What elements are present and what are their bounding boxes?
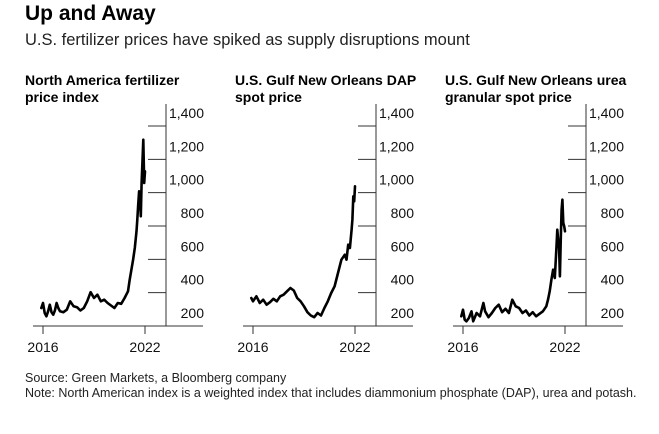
panel-title-line: price index [25,89,99,105]
y-tick-label: 200 [391,305,415,321]
y-tick-label: 1,000 [379,172,414,188]
y-tick-label: 1,400 [169,105,204,121]
chart-title: Up and Away [25,2,156,25]
y-tick-label: 600 [181,238,205,254]
y-tick-label: 600 [391,238,415,254]
x-tick-label: 2022 [339,339,370,355]
series-line-na-index [39,138,147,318]
panel-title-line: granular spot price [445,89,572,105]
y-tick-label: 1,200 [379,138,414,154]
y-tick-label: 800 [601,205,625,221]
y-tick-label: 400 [601,272,625,288]
y-tick-label: 1,400 [379,105,414,121]
y-tick-label: 400 [181,272,205,288]
panel-title-line: North America fertilizer [25,72,180,88]
y-tick-label: 1,000 [169,172,204,188]
panel-title-line: spot price [235,89,302,105]
series-line-urea [459,198,567,323]
x-tick-label: 2016 [237,339,268,355]
x-tick-label: 2016 [447,339,478,355]
x-tick-label: 2022 [549,339,580,355]
y-tick-label: 600 [601,238,625,254]
y-tick-label: 200 [181,305,205,321]
chart-footer: Source: Green Markets, a Bloomberg compa… [25,371,645,401]
y-tick-label: 1,200 [169,138,204,154]
y-tick-label: 800 [181,205,205,221]
y-tick-label: 200 [601,305,625,321]
y-tick-label: 1,400 [589,105,624,121]
x-tick-label: 2022 [129,339,160,355]
chart-subtitle: U.S. fertilizer prices have spiked as su… [25,31,470,49]
y-tick-label: 1,000 [589,172,624,188]
y-tick-label: 800 [391,205,415,221]
series-line-dap [250,185,357,319]
y-tick-label: 1,200 [589,138,624,154]
x-tick-label: 2016 [27,339,58,355]
y-tick-label: 400 [391,272,415,288]
panel-title-line: U.S. Gulf New Orleans DAP [235,72,416,88]
source-note: Source: Green Markets, a Bloomberg compa… [25,371,287,385]
panel-title-line: U.S. Gulf New Orleans urea [445,72,626,88]
methodology-note: Note: North American index is a weighted… [25,386,637,400]
